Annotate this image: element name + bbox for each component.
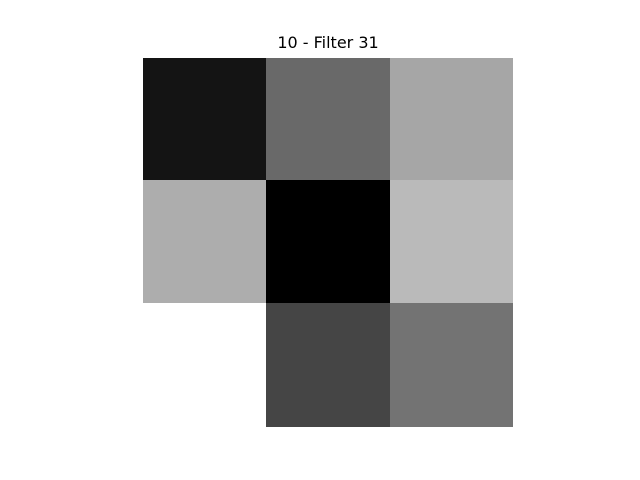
heatmap-cell-r1-c1	[266, 180, 390, 303]
heatmap-plot	[143, 58, 513, 427]
heatmap-cells	[143, 58, 513, 427]
heatmap-cell-r1-c0	[143, 180, 266, 303]
heatmap-cell-r2-c0	[143, 303, 266, 427]
heatmap-cell-r1-c2	[390, 180, 513, 303]
heatmap-cell-r2-c1	[266, 303, 390, 427]
heatmap-cell-r0-c2	[390, 58, 513, 180]
heatmap-cell-r0-c1	[266, 58, 390, 180]
heatmap-cell-r0-c0	[143, 58, 266, 180]
heatmap-cell-r2-c2	[390, 303, 513, 427]
chart-title: 10 - Filter 31	[277, 33, 379, 52]
